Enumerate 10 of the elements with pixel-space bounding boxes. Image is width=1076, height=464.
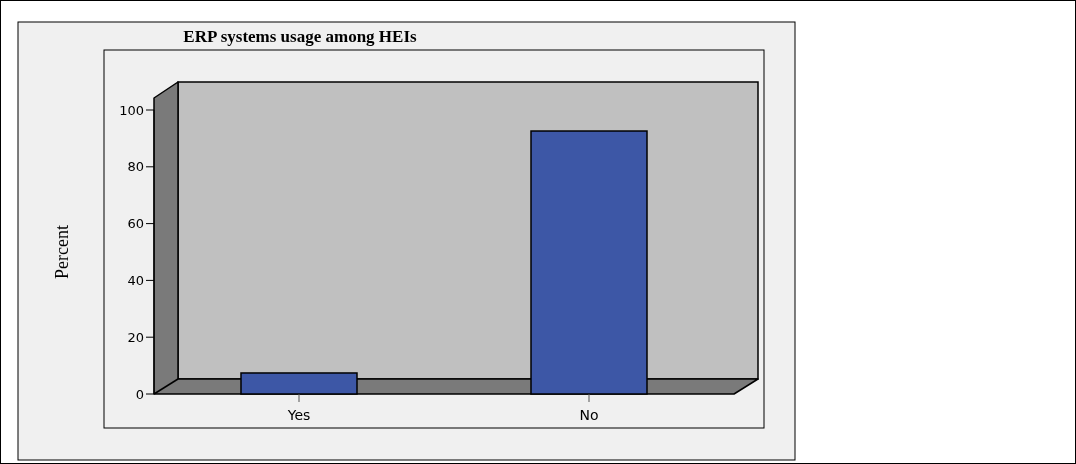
y-tick-label: 60 (127, 216, 144, 232)
x-tick-label: No (579, 407, 599, 423)
y-tick-label: 80 (127, 159, 144, 175)
chart-title: ERP systems usage among HEIs (183, 27, 418, 46)
y-tick-label: 100 (119, 102, 144, 118)
y-tick-label: 40 (127, 272, 144, 288)
x-tick-label: Yes (286, 407, 311, 423)
y-tick-label: 0 (135, 386, 144, 402)
y-axis-title: Percent (52, 225, 72, 279)
y-tick-label: 20 (127, 329, 144, 345)
